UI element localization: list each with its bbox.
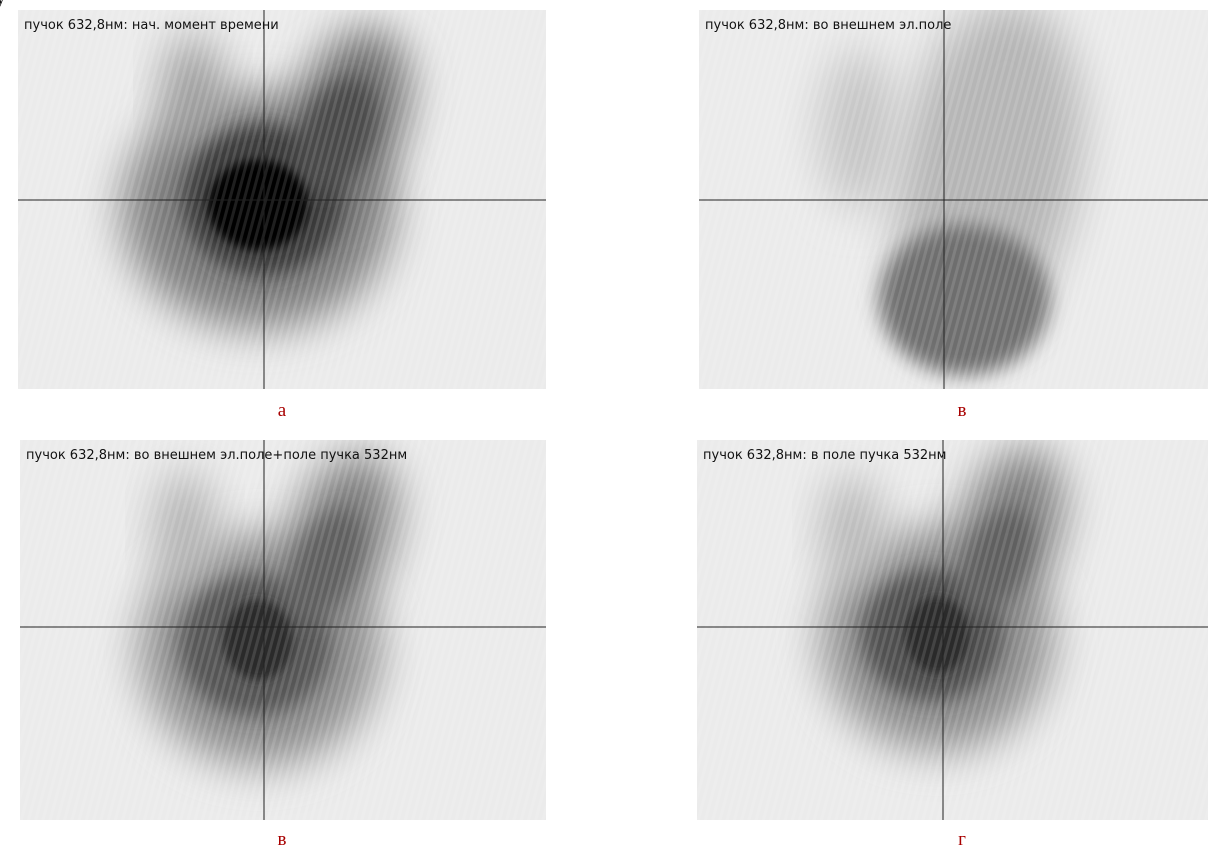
beam-image: пучок 632,8нм: во внешнем эл.поле <box>699 0 1208 389</box>
panel-caption: пучок 632,8нм: во внешнем эл.поле+поле п… <box>26 448 407 463</box>
panel-caption: пучок 632,8нм: нач. момент времени <box>24 18 279 33</box>
panel-label: в <box>958 400 967 421</box>
panel-label: г <box>958 829 966 850</box>
figure: у пучок 632,8нм: нач. момент времени а пуч… <box>0 0 1208 853</box>
beam-image: пучок 632,8нм: в поле пучка 532нм <box>697 433 1208 820</box>
beam-image: пучок 632,8нм: нач. момент времени <box>18 10 546 389</box>
panel-caption: пучок 632,8нм: во внешнем эл.поле <box>705 18 951 33</box>
panel-label: в <box>278 829 287 850</box>
interference-fringes <box>697 440 1208 820</box>
page: {"top_fragment": "у", "panels": [ {"capt… <box>0 0 1208 853</box>
cropped-text: у <box>0 0 6 9</box>
panel-label: а <box>278 400 287 421</box>
beam-image: пучок 632,8нм: во внешнем эл.поле+поле п… <box>20 438 546 820</box>
interference-fringes <box>20 440 546 820</box>
panel-caption: пучок 632,8нм: в поле пучка 532нм <box>703 448 946 463</box>
